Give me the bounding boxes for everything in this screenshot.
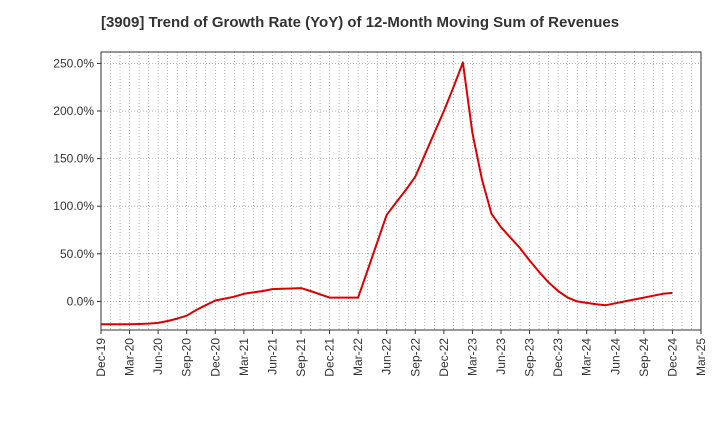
x-tick-label: Dec-23 [551,338,565,377]
x-tick-label: Mar-23 [465,338,479,376]
x-tick-label: Sep-21 [294,338,308,377]
x-tick-label: Jun-22 [380,338,394,375]
y-axis: 0.0% 50.0% 100.0% 150.0% 200.0% 250.0% [53,56,101,308]
x-tick-label: Sep-20 [180,338,194,377]
x-tick-label: Sep-23 [523,338,537,377]
x-tick-label: Jun-21 [265,338,279,375]
y-tick-label: 100.0% [53,199,94,213]
y-tick-label: 250.0% [53,56,94,70]
x-tick-label: Dec-19 [94,338,108,377]
x-tick-label: Jun-24 [608,338,622,375]
x-axis: Dec-19 Mar-20 Jun-20 Sep-20 Dec-20 Mar-21 Jun-… [94,330,708,377]
series-line [101,61,673,326]
x-tick-label: Dec-21 [323,338,337,377]
y-tick-label: 150.0% [53,152,94,166]
x-tick-label: Dec-20 [208,338,222,377]
x-tick-label: Sep-24 [637,338,651,377]
x-tick-label: Mar-21 [237,338,251,376]
plot-frame [100,51,702,331]
x-tick-label: Dec-24 [665,338,679,377]
y-tick-label: 50.0% [60,247,94,261]
x-tick-label: Mar-24 [580,338,594,376]
x-tick-label: Sep-22 [408,338,422,377]
y-tick-label: 0.0% [67,294,95,308]
x-tick-label: Jun-20 [151,338,165,375]
x-tick-label: Mar-22 [351,338,365,376]
x-tick-label: Mar-20 [123,338,137,376]
x-tick-label: Jun-23 [494,338,508,375]
chart-title: [3909] Trend of Growth Rate (YoY) of 12-… [100,14,620,31]
grid-layer [101,52,701,330]
y-tick-label: 200.0% [53,104,94,118]
series-layer [101,61,673,326]
x-tick-label: Dec-22 [437,338,451,377]
x-tick-label: Mar-25 [694,338,708,376]
